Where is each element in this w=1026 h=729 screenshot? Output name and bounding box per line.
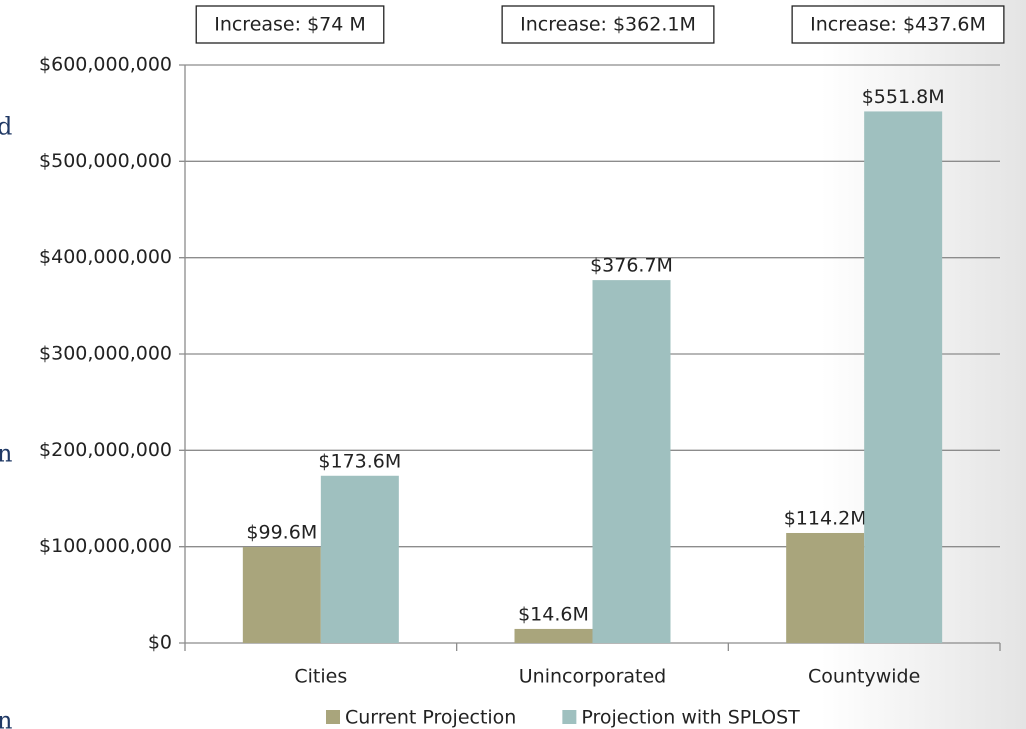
bar xyxy=(514,628,593,643)
y-tick-label: $600,000,000 xyxy=(39,54,172,76)
legend-label: Projection with SPLOST xyxy=(581,707,800,729)
x-tick-label: Cities xyxy=(294,666,347,688)
legend-label: Current Projection xyxy=(345,707,516,729)
annotation: Increase: $437.6M xyxy=(810,14,986,36)
value-label: $173.6M xyxy=(318,450,401,472)
annotation: Increase: $362.1M xyxy=(520,14,696,36)
background-text: n xyxy=(0,707,12,729)
y-tick-label: $200,000,000 xyxy=(39,439,172,461)
legend-swatch xyxy=(562,710,577,724)
bar xyxy=(320,475,399,643)
y-tick-label: $400,000,000 xyxy=(39,246,172,268)
annotation-box xyxy=(791,5,1005,44)
value-label: $99.6M xyxy=(246,522,317,544)
bar xyxy=(242,547,321,643)
bar xyxy=(864,111,943,643)
y-tick-label: $500,000,000 xyxy=(39,150,172,172)
bar xyxy=(592,280,671,643)
y-tick-label: $0 xyxy=(148,632,172,654)
legend-swatch xyxy=(326,710,340,724)
value-label: $14.6M xyxy=(518,603,589,625)
annotation: Increase: $74 M xyxy=(214,14,366,36)
annotation-box xyxy=(195,5,385,44)
value-label: $376.7M xyxy=(590,255,673,277)
y-tick-label: $100,000,000 xyxy=(39,535,172,557)
x-tick-label: Countywide xyxy=(808,666,920,688)
background-text: n xyxy=(0,440,12,468)
x-tick-label: Unincorporated xyxy=(519,666,667,688)
y-tick-label: $300,000,000 xyxy=(39,343,172,365)
value-label: $551.8M xyxy=(862,86,945,108)
background-text: d xyxy=(0,113,12,141)
bar xyxy=(786,532,865,643)
annotation-box xyxy=(501,5,715,44)
value-label: $114.2M xyxy=(784,507,867,529)
